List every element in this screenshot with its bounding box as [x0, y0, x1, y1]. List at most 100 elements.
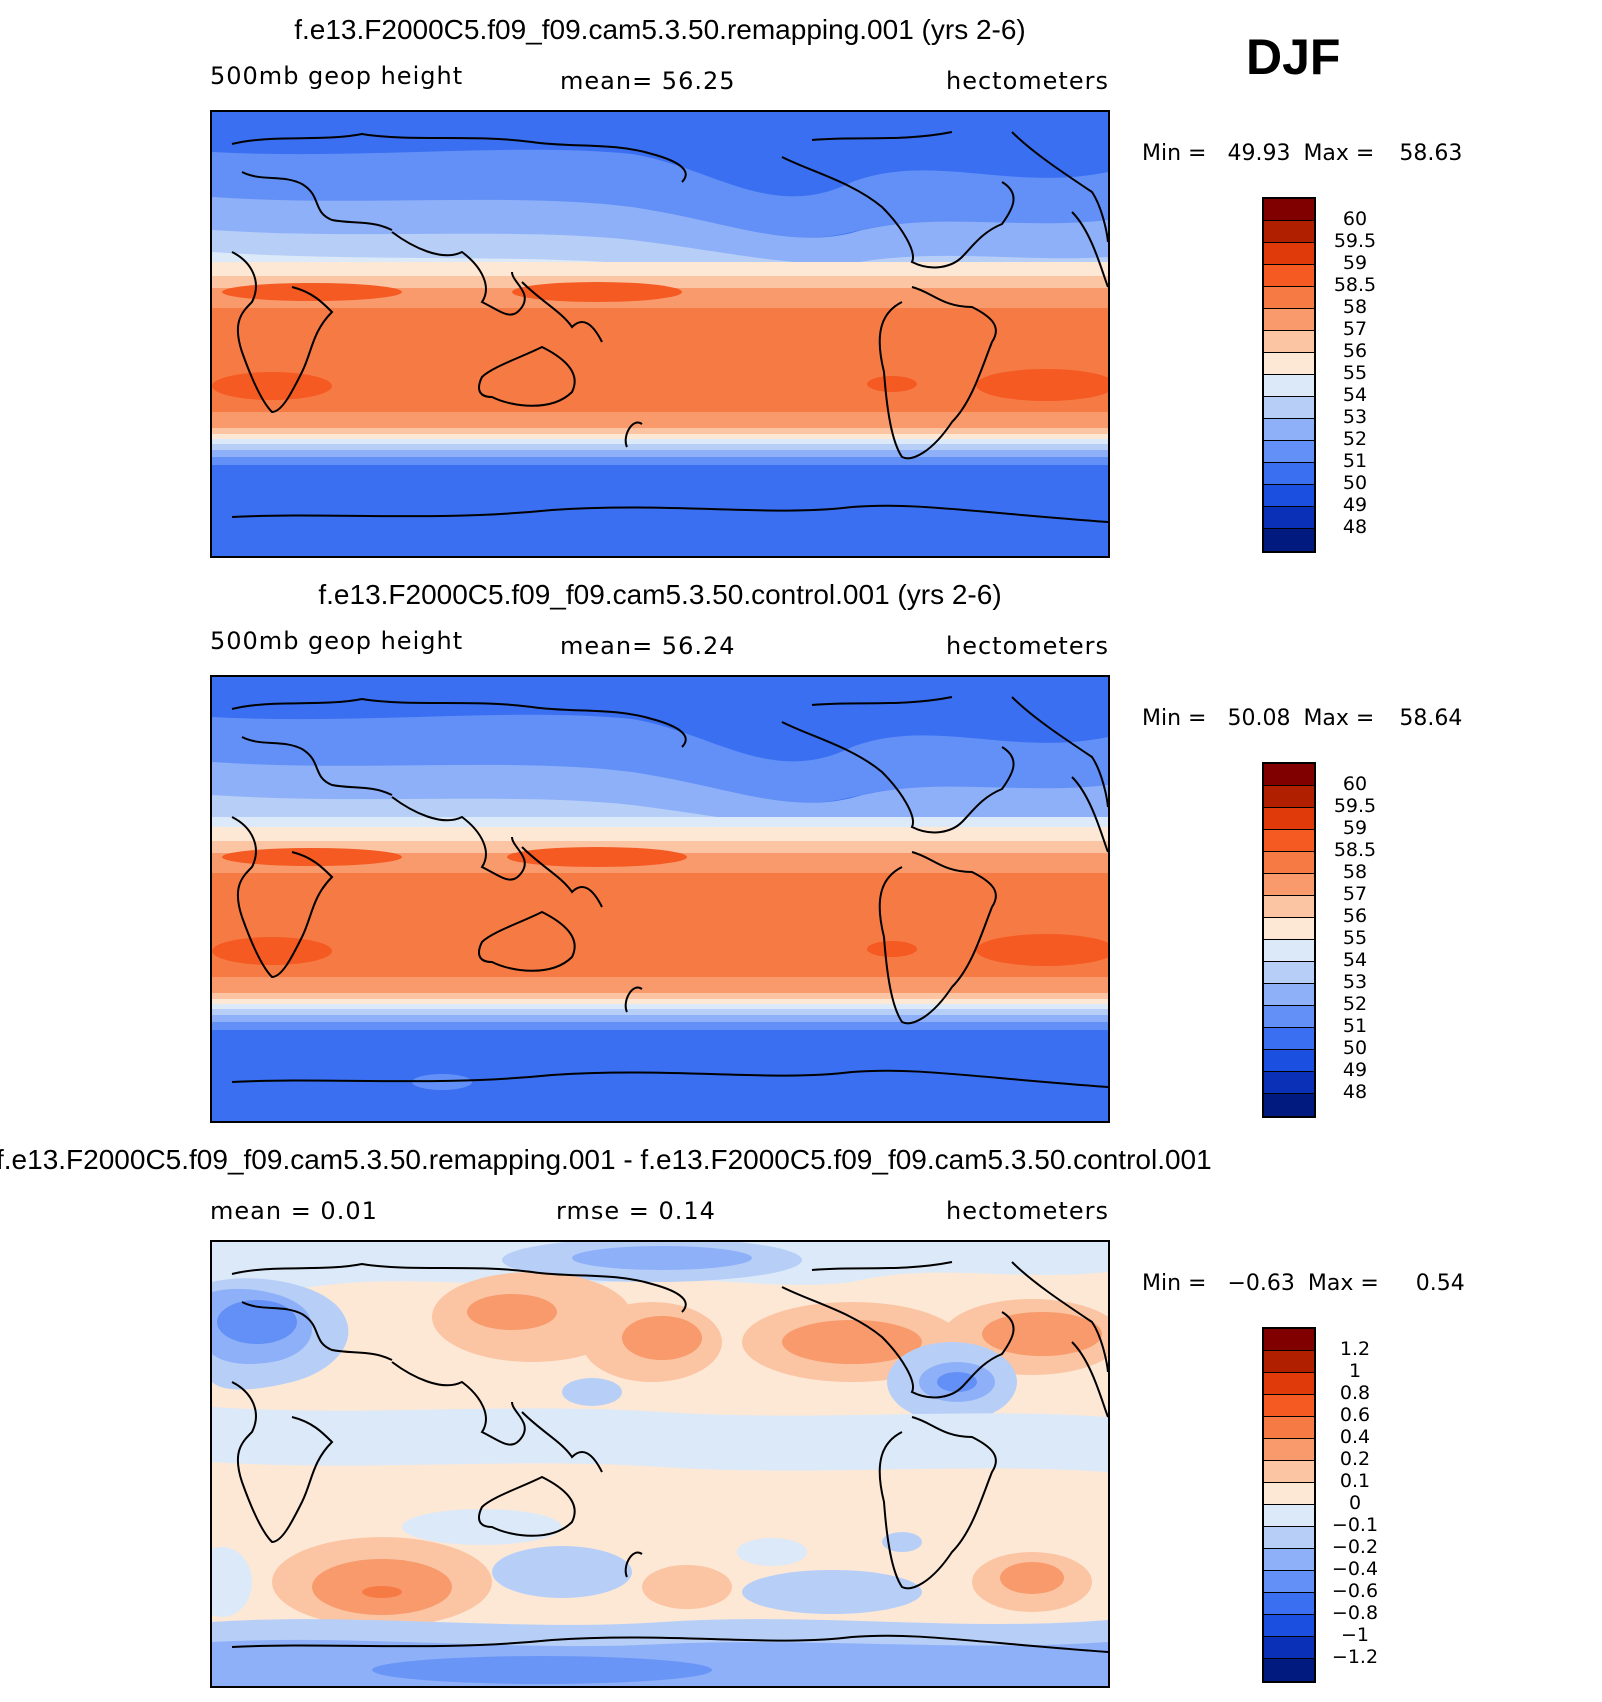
panel-3-colorbar-tick: 0.8: [1339, 1382, 1371, 1404]
panel-3-colorbar-tick: 0.2: [1339, 1448, 1371, 1470]
panel-3-colorbar-swatch: [1264, 1351, 1314, 1373]
panel-2-min-label: Min =: [1142, 706, 1214, 731]
panel-3-colorbar: [1262, 1327, 1316, 1683]
panel-3-colorbar-swatch: [1264, 1373, 1314, 1395]
panel-1-colorbar-tick: 58: [1342, 296, 1368, 318]
panel-1-min-value: 49.93: [1227, 141, 1291, 166]
panel-2-min-value: 50.08: [1227, 706, 1291, 731]
panel-3-colorbar-swatch: [1264, 1329, 1314, 1351]
panel-1-colorbar-tick: 51: [1342, 450, 1368, 472]
panel-3-map: [210, 1240, 1110, 1688]
panel-2-contour-field: [212, 677, 1108, 1121]
panel-3-contour-field: [212, 1242, 1108, 1686]
panel-3-colorbar-swatch: [1264, 1549, 1314, 1571]
panel-2-colorbar-swatch: [1264, 1050, 1314, 1072]
panel-1-colorbar-swatch: [1264, 397, 1314, 419]
panel-1-colorbar-swatch: [1264, 463, 1314, 485]
panel-2-colorbar-swatch: [1264, 764, 1314, 786]
panel-1-colorbar-swatch: [1264, 199, 1314, 221]
panel-1-max-label: Max =: [1303, 141, 1382, 166]
panel-2-colorbar-tick: 52: [1342, 993, 1368, 1015]
panel-3-colorbar-tick: −1: [1340, 1624, 1369, 1646]
panel-3-colorbar-swatch: [1264, 1417, 1314, 1439]
panel-2-minmax: Min = 50.08 Max = 58.64: [1142, 706, 1462, 731]
panel-1-colorbar-swatch: [1264, 331, 1314, 353]
panel-1-colorbar-swatch: [1264, 419, 1314, 441]
panel-2-colorbar-swatch: [1264, 874, 1314, 896]
panel-1-colorbar-tick: 52: [1342, 428, 1368, 450]
panel-3-colorbar-swatch: [1264, 1461, 1314, 1483]
panel-1-colorbar-tick: 55: [1342, 362, 1368, 384]
panel-1-mean: mean= 56.25: [560, 67, 736, 95]
panel-1-colorbar-tick: 50: [1342, 472, 1368, 494]
panel-2-colorbar-tick: 50: [1342, 1037, 1368, 1059]
panel-2-colorbar-swatch: [1264, 808, 1314, 830]
panel-3-colorbar-tick: 0.1: [1339, 1470, 1371, 1492]
panel-3-title: f.e13.F2000C5.f09_f09.cam5.3.50.remappin…: [0, 1144, 1212, 1175]
panel-3-colorbar-tick: −0.1: [1331, 1514, 1379, 1536]
panel-2-colorbar-tick: 58.5: [1333, 839, 1377, 861]
panel-1-colorbar-tick: 54: [1342, 384, 1368, 406]
panel-2-colorbar-tick: 53: [1342, 971, 1368, 993]
panel-1-colorbar-swatch: [1264, 309, 1314, 331]
panel-2-field-label: 500mb geop height: [210, 627, 464, 655]
panel-1-colorbar-tick: 59: [1342, 252, 1368, 274]
panel-2-title: f.e13.F2000C5.f09_f09.cam5.3.50.control.…: [318, 579, 1002, 610]
panel-2-colorbar-swatch: [1264, 830, 1314, 852]
panel-3-colorbar-tick: 1.2: [1339, 1338, 1371, 1360]
panel-1-title: f.e13.F2000C5.f09_f09.cam5.3.50.remappin…: [294, 14, 1026, 45]
panel-3-colorbar-tick: −0.4: [1331, 1558, 1379, 1580]
panel-1-colorbar-swatch: [1264, 485, 1314, 507]
panel-1-colorbar-swatch: [1264, 243, 1314, 265]
panel-2-colorbar-swatch: [1264, 1028, 1314, 1050]
panel-1-colorbar-swatch: [1264, 441, 1314, 463]
panel-1-colorbar-tick: 58.5: [1333, 274, 1377, 296]
panel-2-colorbar-swatch: [1264, 896, 1314, 918]
panel-3-colorbar-tick: −0.6: [1331, 1580, 1379, 1602]
season-label: DJF: [1246, 29, 1341, 85]
panel-1-colorbar-swatch: [1264, 221, 1314, 243]
panel-2-colorbar-tick: 59: [1342, 817, 1368, 839]
panel-3-colorbar-tick: −0.8: [1331, 1602, 1379, 1624]
panel-3-rmse: rmse = 0.14: [556, 1197, 716, 1225]
panel-3-colorbar-swatch: [1264, 1483, 1314, 1505]
panel-2-mean: mean= 56.24: [560, 632, 736, 660]
panel-2-map: [210, 675, 1110, 1123]
panel-2-colorbar-tick: 59.5: [1333, 795, 1377, 817]
panel-2-colorbar-swatch: [1264, 918, 1314, 940]
panel-3-colorbar-swatch: [1264, 1571, 1314, 1593]
panel-3-colorbar-swatch: [1264, 1593, 1314, 1615]
panel-2-colorbar-tick: 49: [1342, 1059, 1368, 1081]
panel-1-colorbar-tick: 49: [1342, 494, 1368, 516]
panel-3-colorbar-swatch: [1264, 1527, 1314, 1549]
panel-2-max-label: Max =: [1303, 706, 1382, 731]
panel-2-colorbar-tick: 56: [1342, 905, 1368, 927]
panel-2-colorbar-tick: 48: [1342, 1081, 1368, 1103]
panel-1-colorbar-swatch: [1264, 375, 1314, 397]
panel-1-colorbar-swatch: [1264, 265, 1314, 287]
panel-3-colorbar-swatch: [1264, 1505, 1314, 1527]
panel-1-colorbar-swatch: [1264, 353, 1314, 375]
panel-2-colorbar-tick: 58: [1342, 861, 1368, 883]
panel-3-colorbar-tick: −1.2: [1331, 1646, 1379, 1668]
panel-2-colorbar-tick: 57: [1342, 883, 1368, 905]
panel-1-colorbar-tick: 53: [1342, 406, 1368, 428]
panel-1-colorbar-swatch: [1264, 507, 1314, 529]
panel-1-units: hectometers: [946, 67, 1109, 95]
panel-2-colorbar-swatch: [1264, 962, 1314, 984]
panel-2-colorbar-tick: 55: [1342, 927, 1368, 949]
panel-1-field-label: 500mb geop height: [210, 62, 464, 90]
panel-2-colorbar: [1262, 762, 1316, 1118]
panel-3-colorbar-tick: −0.2: [1331, 1536, 1379, 1558]
panel-1-colorbar-tick: 60: [1342, 208, 1368, 230]
panel-1-max-value: 58.63: [1399, 141, 1463, 166]
panel-2-max-value: 58.64: [1399, 706, 1463, 731]
panel-2-colorbar-swatch: [1264, 984, 1314, 1006]
panel-3-colorbar-swatch: [1264, 1615, 1314, 1637]
panel-3-colorbar-tick: 0.6: [1339, 1404, 1371, 1426]
panel-2-colorbar-tick: 54: [1342, 949, 1368, 971]
panel-2-colorbar-tick: 60: [1342, 773, 1368, 795]
panel-1-colorbar-tick: 56: [1342, 340, 1368, 362]
panel-3-colorbar-tick: 0.4: [1339, 1426, 1371, 1448]
panel-1-colorbar-swatch: [1264, 529, 1314, 551]
